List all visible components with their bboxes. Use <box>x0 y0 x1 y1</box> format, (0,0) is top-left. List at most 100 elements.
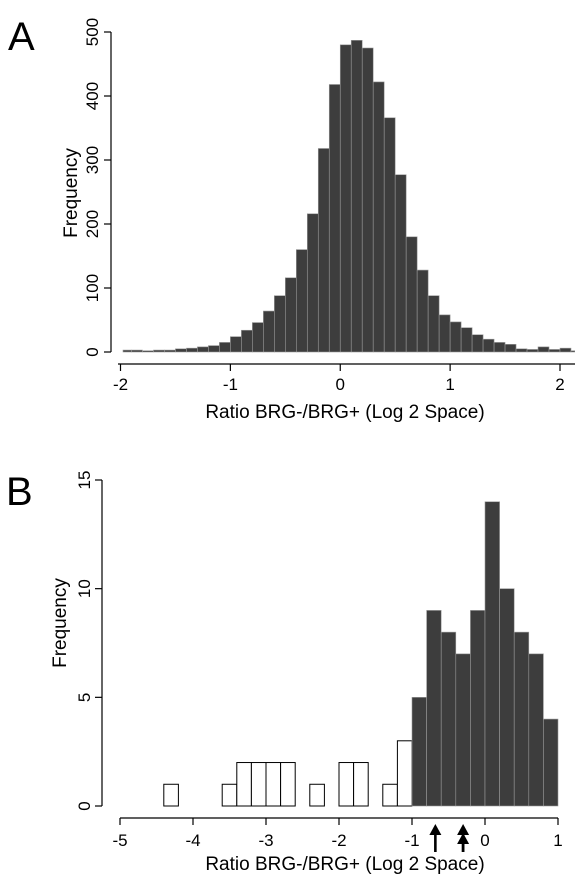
histogram-bar <box>455 653 471 807</box>
histogram-bar <box>175 348 187 353</box>
histogram-bar <box>328 84 341 353</box>
histogram-bar <box>426 610 442 807</box>
histogram-bar <box>265 762 282 807</box>
histogram-bar <box>515 348 528 353</box>
x-tick-label: -4 <box>185 831 200 850</box>
histogram-bar <box>513 631 530 807</box>
histogram-bar <box>460 327 473 353</box>
histogram-bar <box>163 783 179 807</box>
y-tick-label: 0 <box>83 347 102 356</box>
x-tick-label: 2 <box>555 375 564 394</box>
panel-b-bars <box>163 501 559 807</box>
histogram-bar <box>528 653 544 807</box>
histogram-bar <box>186 347 198 353</box>
x-tick-label: -1 <box>404 831 419 850</box>
histogram-bar <box>405 236 418 353</box>
x-tick-label: 0 <box>336 375 345 394</box>
histogram-bar <box>499 588 515 807</box>
x-tick-label: -2 <box>113 375 128 394</box>
y-tick-label: 5 <box>75 693 94 702</box>
histogram-bar <box>470 610 486 807</box>
histogram-bar <box>236 762 252 807</box>
histogram-bar <box>241 329 253 353</box>
histogram-bar <box>394 174 407 353</box>
arrow-head <box>429 824 442 835</box>
histogram-bar <box>416 269 429 353</box>
histogram-bar <box>219 342 231 353</box>
x-tick-label: 1 <box>445 375 454 394</box>
histogram-bar <box>306 213 319 353</box>
y-tick-label: 300 <box>83 146 102 174</box>
panel-a-y-ticks: 0 100 200 300 400 500 <box>83 18 111 357</box>
histogram-bar <box>350 40 363 353</box>
y-tick-label: 0 <box>75 801 94 810</box>
histogram-bar <box>471 334 484 353</box>
histogram-bar <box>122 349 132 353</box>
histogram-bar <box>438 314 451 353</box>
panel-a: A Frequency Ratio BRG-/BRG+ (Log 2 Space… <box>8 15 575 423</box>
arrow-head <box>457 833 470 844</box>
x-tick-label: -1 <box>223 375 238 394</box>
histogram-bar <box>440 631 457 807</box>
panel-a-bars <box>122 40 575 353</box>
y-tick-label: 10 <box>75 579 94 598</box>
panel-b-x-axis-title: Ratio BRG-/BRG+ (Log 2 Space) <box>205 854 484 875</box>
histogram-bar <box>427 295 440 353</box>
panel-b: B Frequency Ratio BRG-/BRG+ (Log 2 Space… <box>6 470 563 875</box>
histogram-bar <box>274 295 286 353</box>
panel-b-arrows <box>429 824 470 852</box>
histogram-bar <box>383 117 396 353</box>
histogram-bar <box>309 783 325 807</box>
histogram-bar <box>295 249 308 353</box>
panel-a-x-ticks: -2 -1 0 1 2 <box>113 364 565 394</box>
histogram-bar <box>372 81 385 353</box>
x-tick-label: 0 <box>480 831 489 850</box>
histogram-bar <box>208 345 220 353</box>
histogram-bar <box>396 740 413 807</box>
x-tick-label: -3 <box>258 831 273 850</box>
y-tick-label: 15 <box>75 471 94 490</box>
y-tick-label: 200 <box>83 210 102 238</box>
panel-a-letter: A <box>8 15 35 59</box>
x-tick-label: -5 <box>112 831 127 850</box>
histogram-bar <box>153 349 165 353</box>
x-tick-label: -2 <box>331 831 346 850</box>
panel-b-letter: B <box>6 470 33 514</box>
histogram-bar <box>543 718 559 807</box>
histogram-bar <box>526 349 539 353</box>
histogram-bar <box>230 336 242 353</box>
panel-b-x-ticks: -5 -4 -3 -2 -1 0 1 <box>112 818 563 850</box>
histogram-bar <box>221 783 238 807</box>
histogram-bar <box>449 321 462 353</box>
histogram-bar <box>382 783 398 807</box>
histogram-bar <box>131 349 143 353</box>
histogram-bar <box>484 501 500 807</box>
histogram-bar <box>142 350 154 353</box>
panel-a-x-axis-title: Ratio BRG-/BRG+ (Log 2 Space) <box>205 402 484 423</box>
histogram-bar <box>164 349 176 353</box>
y-tick-label: 400 <box>83 82 102 110</box>
histogram-bar <box>411 697 427 807</box>
histogram-bar <box>482 338 495 353</box>
histogram-bar <box>280 762 296 807</box>
histogram-bar <box>537 346 550 353</box>
histogram-bar <box>504 344 517 353</box>
histogram-bar <box>250 762 267 807</box>
histogram-bar <box>353 762 369 807</box>
histogram-bar <box>570 350 575 353</box>
panel-b-y-ticks: 0 5 10 15 <box>75 471 102 811</box>
histogram-bar <box>285 277 297 353</box>
histogram-bar <box>361 47 374 353</box>
arrow-head <box>457 824 470 835</box>
y-tick-label: 500 <box>83 18 102 46</box>
histogram-bar <box>197 346 209 353</box>
histogram-bar <box>339 44 352 353</box>
y-tick-label: 100 <box>83 274 102 302</box>
histogram-bar <box>263 310 275 353</box>
panel-b-y-axis-title: Frequency <box>50 578 71 668</box>
histogram-bar <box>252 322 264 353</box>
panel-a-y-axis-title: Frequency <box>61 148 82 238</box>
histogram-bar <box>559 347 572 353</box>
histogram-bar <box>317 148 330 353</box>
